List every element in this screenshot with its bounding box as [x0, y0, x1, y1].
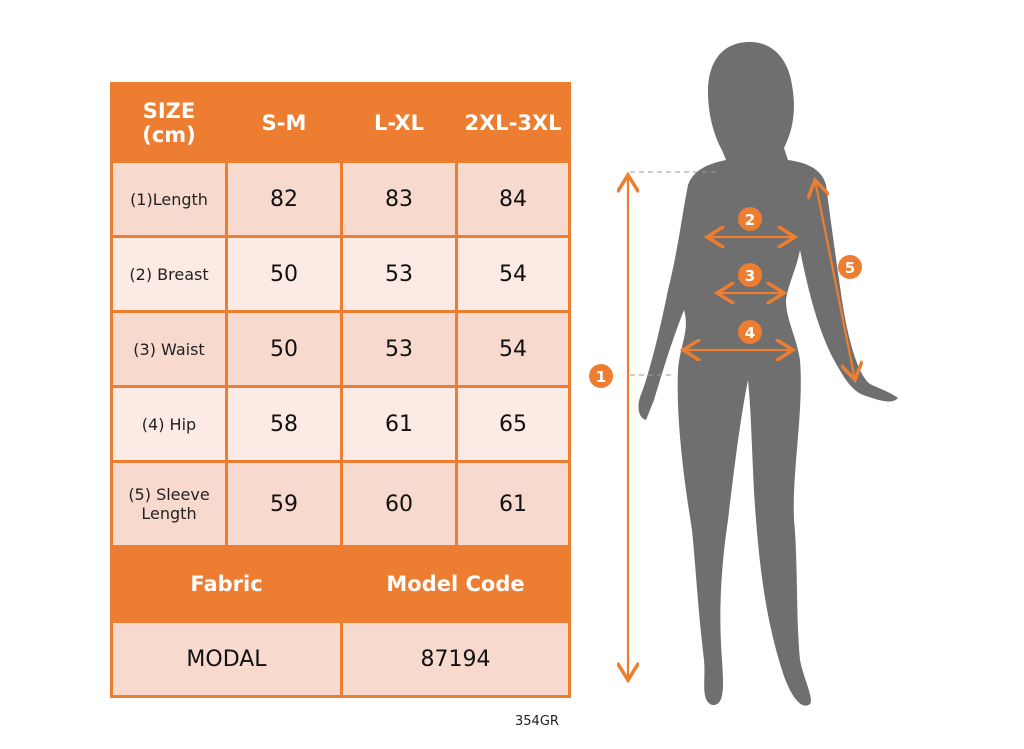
- header-s-m: S-M: [225, 82, 343, 163]
- table-row: (5) Sleeve Length 59 60 61: [110, 460, 571, 548]
- fabric-header: Fabric: [110, 545, 343, 623]
- table-row: (3) Waist 50 53 54: [110, 310, 571, 388]
- fabric-row: MODAL 87194: [110, 620, 571, 698]
- header-l-xl: L-XL: [340, 82, 458, 163]
- cell: 61: [455, 460, 571, 548]
- marker-1: 1: [589, 364, 613, 388]
- cell: 53: [340, 235, 458, 313]
- fabric-header-row: Fabric Model Code: [110, 545, 571, 623]
- svg-text:3: 3: [745, 267, 755, 285]
- marker-5: 5: [838, 255, 862, 279]
- cell: 54: [455, 310, 571, 388]
- table-row: (1)Length 82 83 84: [110, 160, 571, 238]
- size-chart-table: SIZE (cm) S-M L-XL 2XL-3XL (1)Length 82 …: [110, 82, 571, 698]
- cell: 58: [225, 385, 343, 463]
- svg-text:5: 5: [845, 259, 855, 277]
- marker-2: 2: [738, 207, 762, 231]
- measure-arrows: [628, 175, 855, 680]
- cell: 59: [225, 460, 343, 548]
- cell: 60: [340, 460, 458, 548]
- cell: 50: [225, 235, 343, 313]
- fabric-value: MODAL: [110, 620, 343, 698]
- cell: 82: [225, 160, 343, 238]
- model-code-value: 87194: [340, 620, 571, 698]
- cell: 61: [340, 385, 458, 463]
- marker-3: 3: [738, 263, 762, 287]
- cell: 83: [340, 160, 458, 238]
- row-label: (5) Sleeve Length: [110, 460, 228, 548]
- table-row: (2) Breast 50 53 54: [110, 235, 571, 313]
- table-row: (4) Hip 58 61 65: [110, 385, 571, 463]
- row-label: (2) Breast: [110, 235, 228, 313]
- silhouette: [638, 42, 898, 706]
- row-label: (4) Hip: [110, 385, 228, 463]
- cell: 53: [340, 310, 458, 388]
- header-2xl-3xl: 2XL-3XL: [455, 82, 571, 163]
- row-label: (1)Length: [110, 160, 228, 238]
- svg-text:1: 1: [596, 368, 606, 386]
- cell: 65: [455, 385, 571, 463]
- marker-4: 4: [738, 320, 762, 344]
- footer-code: 354GR: [515, 714, 559, 729]
- cell: 84: [455, 160, 571, 238]
- svg-text:4: 4: [745, 324, 755, 342]
- svg-text:2: 2: [745, 211, 755, 229]
- guide-lines: [630, 171, 718, 376]
- header-row: SIZE (cm) S-M L-XL 2XL-3XL: [110, 82, 571, 163]
- model-code-header: Model Code: [340, 545, 571, 623]
- row-label: (3) Waist: [110, 310, 228, 388]
- header-size: SIZE (cm): [110, 82, 228, 163]
- cell: 50: [225, 310, 343, 388]
- cell: 54: [455, 235, 571, 313]
